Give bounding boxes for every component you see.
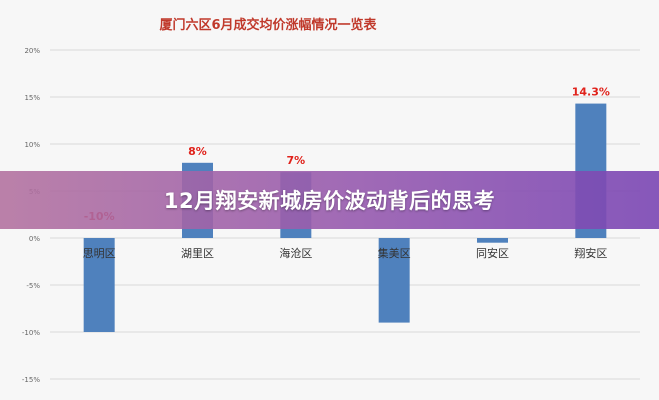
y-tick-label: 0% bbox=[29, 235, 40, 243]
bar bbox=[378, 238, 410, 323]
x-tick-label: 集美区 bbox=[378, 246, 411, 260]
chart-title: 厦门六区6月成交均价涨幅情况一览表 bbox=[159, 17, 377, 33]
y-tick-label: 10% bbox=[24, 141, 40, 149]
y-tick-label: 20% bbox=[24, 47, 40, 55]
article-title: 12月翔安新城房价波动背后的思考 bbox=[163, 189, 496, 213]
data-label: 8% bbox=[188, 145, 207, 158]
x-axis-ticks: 思明区 湖里区 海沧区 集美区 同安区 翔安区 bbox=[83, 246, 608, 260]
y-tick-label: -10% bbox=[22, 329, 40, 337]
x-tick-label: 同安区 bbox=[476, 246, 509, 260]
y-tick-label: 15% bbox=[24, 94, 40, 102]
y-tick-label: -5% bbox=[26, 282, 40, 290]
data-label: 7% bbox=[286, 154, 305, 167]
data-label: 14.3% bbox=[572, 86, 610, 99]
bar bbox=[477, 238, 508, 243]
x-tick-label: 湖里区 bbox=[181, 247, 214, 260]
x-tick-label: 翔安区 bbox=[574, 246, 607, 260]
y-tick-label: -15% bbox=[22, 376, 40, 384]
x-tick-label: 海沧区 bbox=[279, 246, 312, 260]
bar bbox=[83, 238, 115, 332]
article-title-banner: 12月翔安新城房价波动背后的思考 bbox=[0, 171, 659, 229]
x-tick-label: 思明区 bbox=[83, 247, 116, 260]
